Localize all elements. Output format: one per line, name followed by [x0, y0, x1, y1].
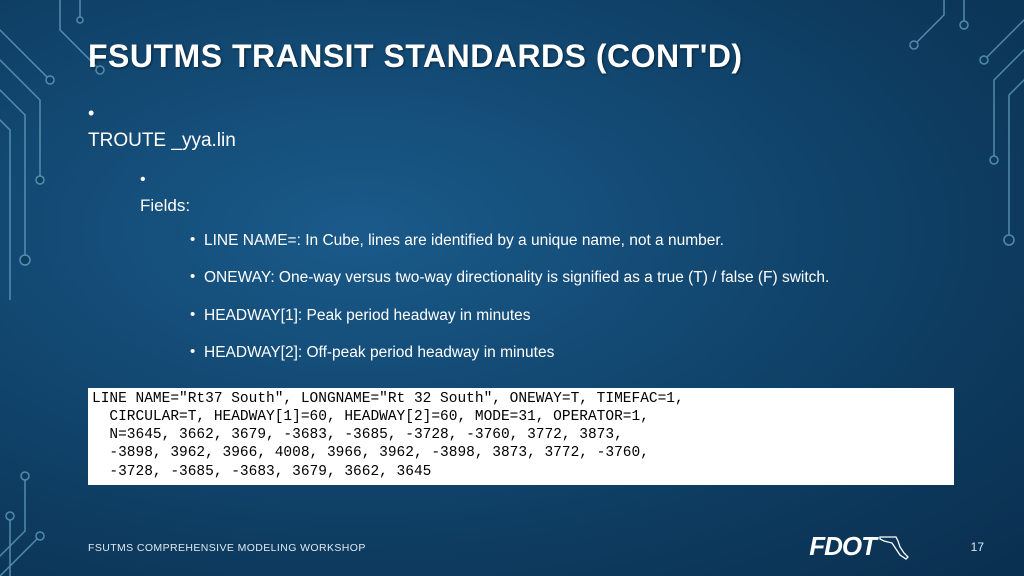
slide-content: TROUTE _yya.lin Fields: LINE NAME=: In C… — [88, 100, 954, 379]
bullet-lvl3-text: LINE NAME=: In Cube, lines are identifie… — [204, 229, 952, 253]
bullet-lvl3: HEADWAY[2]: Off-peak period headway in m… — [190, 341, 954, 367]
florida-outline-icon — [878, 533, 914, 561]
fdot-logo-text: FDOT — [809, 531, 876, 562]
fdot-logo: FDOT — [809, 531, 914, 562]
slide: FSUTMS TRANSIT STANDARDS (CONT'D) TROUTE… — [0, 0, 1024, 576]
bullet-lvl2-text: Fields: — [140, 193, 936, 219]
page-number: 17 — [971, 540, 984, 554]
bullet-lvl1: TROUTE _yya.lin Fields: LINE NAME=: In C… — [88, 100, 954, 367]
bullet-lvl3: ONEWAY: One-way versus two-way direction… — [190, 266, 954, 292]
bullet-lvl3-text: HEADWAY[2]: Off-peak period headway in m… — [204, 341, 952, 365]
bullet-lvl2: Fields: LINE NAME=: In Cube, lines are i… — [140, 168, 954, 367]
bullet-lvl3-text: HEADWAY[1]: Peak period headway in minut… — [204, 304, 952, 328]
bullet-lvl1-text: TROUTE _yya.lin — [88, 127, 934, 156]
slide-title: FSUTMS TRANSIT STANDARDS (CONT'D) — [88, 38, 743, 75]
bullet-lvl3: HEADWAY[1]: Peak period headway in minut… — [190, 304, 954, 330]
code-example-box: LINE NAME="Rt37 South", LONGNAME="Rt 32 … — [88, 388, 954, 485]
footer-text: FSUTMS COMPREHENSIVE MODELING WORKSHOP — [88, 542, 366, 554]
bullet-lvl3-text: ONEWAY: One-way versus two-way direction… — [204, 266, 952, 290]
bullet-lvl3: LINE NAME=: In Cube, lines are identifie… — [190, 229, 954, 255]
